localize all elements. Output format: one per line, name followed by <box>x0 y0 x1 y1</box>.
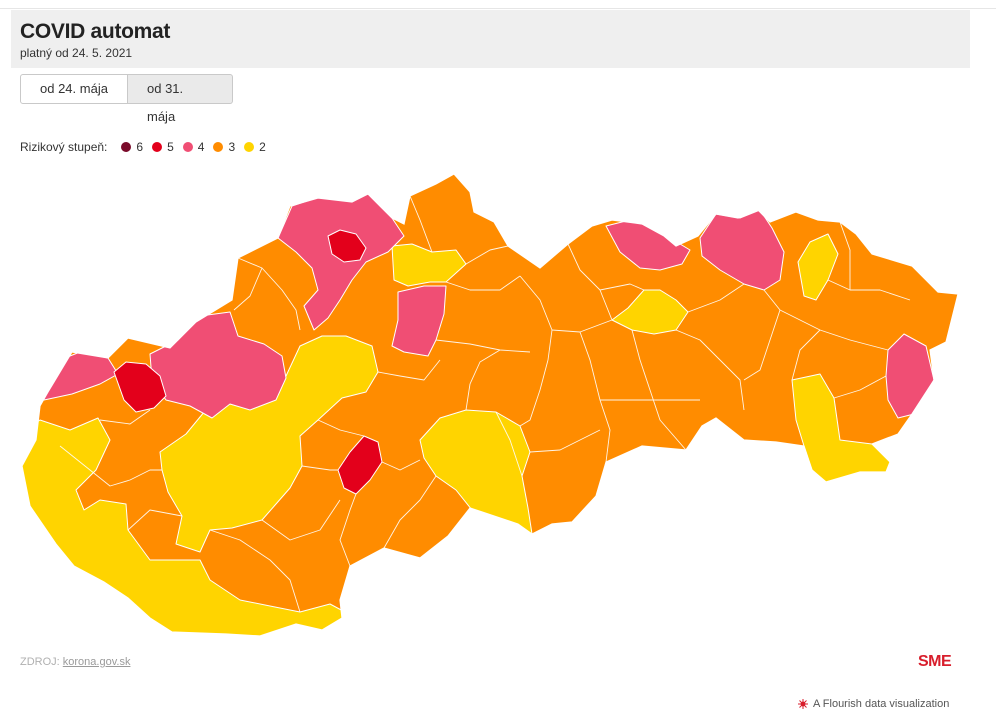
legend-entry-2: 2 <box>244 140 266 154</box>
legend-swatch-6 <box>121 142 132 152</box>
source-link[interactable]: korona.gov.sk <box>62 656 131 668</box>
legend-label-4: 4 <box>197 140 205 154</box>
district-trnava-north-pink <box>149 311 287 419</box>
legend-label-3: 3 <box>228 140 236 154</box>
district-namestovo-red <box>327 229 367 263</box>
legend-swatch-5 <box>152 142 163 152</box>
tab-24-maja[interactable]: od 24. mája <box>20 74 128 104</box>
district-spis-yellow <box>611 289 689 335</box>
legend-swatch-4 <box>182 142 193 152</box>
district-east-strip-yellow <box>797 233 839 301</box>
legend-entry-4: 4 <box>182 140 205 154</box>
chart-subtitle: platný od 24. 5. 2021 <box>20 46 133 60</box>
chart-header: COVID automat platný od 24. 5. 2021 <box>11 10 970 68</box>
legend-label-2: 2 <box>259 140 266 154</box>
legend-entry-6: 6 <box>121 140 143 154</box>
legend-label-6: 6 <box>136 140 144 154</box>
sme-logo[interactable]: SME <box>918 653 952 670</box>
legend-entry-3: 3 <box>213 140 235 154</box>
country-border <box>21 173 959 637</box>
slovakia-district-map <box>21 173 959 637</box>
chart-title: COVID automat <box>20 20 171 43</box>
credit-text: A Flourish data visualization <box>813 698 950 710</box>
source-note: ZDROJ: korona.gov.sk <box>20 656 130 668</box>
district-turiec-pink <box>391 285 447 357</box>
legend: Rizikový stupeň: 6 5 4 3 2 <box>20 140 275 154</box>
district-borders <box>59 195 911 613</box>
legend-entry-5: 5 <box>152 140 174 154</box>
tab-31-maja[interactable]: od 31. mája <box>128 74 233 124</box>
date-tabs: od 24. mája od 31. mája <box>20 74 233 124</box>
district-rimavska-yellow <box>419 409 533 535</box>
source-prefix: ZDROJ: <box>20 656 63 668</box>
flourish-credit[interactable]: A Flourish data visualization <box>798 698 949 710</box>
district-liptov-yellow <box>391 243 467 287</box>
legend-title: Rizikový stupeň: <box>20 140 108 154</box>
legend-swatch-3 <box>213 142 224 152</box>
flourish-icon <box>798 699 808 709</box>
top-border <box>0 0 996 9</box>
legend-swatch-2 <box>244 142 255 152</box>
legend-label-5: 5 <box>167 140 174 154</box>
district-malacky-red <box>113 361 167 413</box>
